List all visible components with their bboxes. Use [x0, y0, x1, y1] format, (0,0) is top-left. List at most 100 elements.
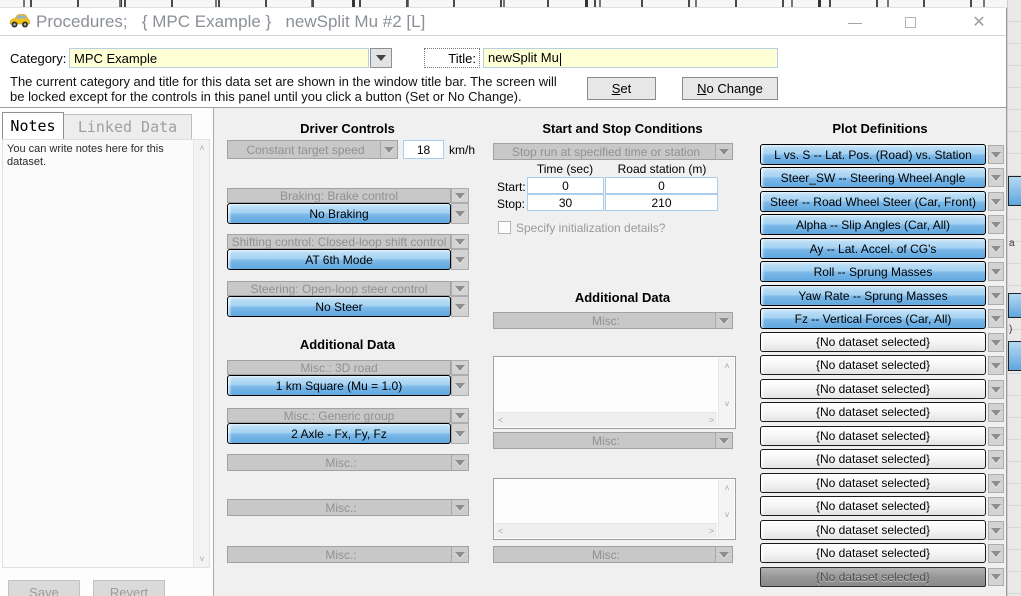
chevron-down-icon[interactable]: [988, 262, 1004, 281]
chevron-down-icon[interactable]: [988, 168, 1004, 187]
middle-misc-combo-3[interactable]: Misc:: [493, 546, 733, 563]
plot-def-button-5[interactable]: Ay -- Lat. Accel. of CG's: [760, 238, 986, 259]
chevron-down-icon[interactable]: [451, 360, 469, 375]
plot-def-button-16[interactable]: {No dataset selected}: [760, 496, 986, 516]
chevron-down-icon[interactable]: [988, 356, 1004, 375]
plot-def-button-18[interactable]: {No dataset selected}: [760, 543, 986, 563]
start-time-input[interactable]: 0: [527, 177, 604, 194]
vertical-scrollbar[interactable]: ˄ ˅: [718, 358, 734, 427]
plot-def-button-9[interactable]: {No dataset selected}: [760, 332, 986, 352]
middle-misc-combo-1[interactable]: Misc:: [493, 312, 733, 329]
title-bar[interactable]: Procedures; { MPC Example } newSplit Mu …: [0, 8, 1007, 36]
chevron-down-icon[interactable]: [451, 234, 469, 249]
chevron-down-icon[interactable]: [451, 281, 469, 296]
plot-def-button-11[interactable]: {No dataset selected}: [760, 379, 986, 399]
plot-def-button-8[interactable]: Fz -- Vertical Forces (Car, All): [760, 308, 986, 329]
shifting-dataset-button[interactable]: AT 6th Mode: [227, 249, 451, 270]
tab-linked-data[interactable]: Linked Data: [64, 114, 192, 139]
steering-category-combo[interactable]: Steering: Open-loop steer control: [227, 281, 451, 296]
chevron-down-icon[interactable]: [988, 497, 1004, 516]
speed-value-input[interactable]: 18: [403, 140, 444, 159]
chevron-down-icon[interactable]: [380, 141, 397, 158]
chevron-down-icon[interactable]: [988, 239, 1004, 258]
scroll-up-icon[interactable]: ˄: [724, 483, 730, 493]
plot-def-button-10[interactable]: {No dataset selected}: [760, 355, 986, 375]
chevron-down-icon[interactable]: [715, 144, 732, 159]
save-button[interactable]: Save: [8, 580, 80, 596]
chevron-down-icon[interactable]: [988, 450, 1004, 469]
stop-mode-combo[interactable]: Stop run at specified time or station: [493, 143, 733, 160]
chevron-down-icon[interactable]: [988, 145, 1004, 164]
close-button[interactable]: ✕: [962, 8, 996, 36]
chevron-down-icon[interactable]: [451, 455, 468, 470]
plot-def-button-3[interactable]: Steer -- Road Wheel Steer (Car, Front): [760, 191, 986, 212]
chevron-down-icon[interactable]: [988, 309, 1004, 328]
plot-def-button-14[interactable]: {No dataset selected}: [760, 449, 986, 469]
chevron-down-icon[interactable]: [988, 215, 1004, 234]
chevron-down-icon[interactable]: [715, 313, 732, 328]
chevron-down-icon[interactable]: [988, 474, 1004, 493]
category-dropdown-button[interactable]: [370, 48, 392, 68]
driver-misc-combo-2[interactable]: Misc.:: [227, 499, 469, 516]
stop-station-input[interactable]: 210: [605, 194, 718, 211]
braking-dataset-button[interactable]: No Braking: [227, 203, 451, 224]
horizontal-scrollbar[interactable]: < >: [495, 523, 717, 538]
plot-def-button-4[interactable]: Alpha -- Slip Angles (Car, All): [760, 214, 986, 235]
set-button[interactable]: Set: [587, 77, 656, 100]
chevron-down-icon[interactable]: [451, 203, 469, 224]
shifting-category-combo[interactable]: Shifting control: Closed-loop shift cont…: [227, 234, 451, 249]
chevron-down-icon[interactable]: [451, 500, 468, 515]
chevron-down-icon[interactable]: [988, 333, 1004, 352]
chevron-down-icon[interactable]: [715, 547, 732, 562]
category-field[interactable]: MPC Example: [69, 48, 369, 68]
plot-def-button-1[interactable]: L vs. S -- Lat. Pos. (Road) vs. Station: [760, 144, 986, 165]
scroll-right-icon[interactable]: >: [708, 526, 714, 536]
road-dataset-button[interactable]: 1 km Square (Mu = 1.0): [227, 375, 451, 396]
chevron-down-icon[interactable]: [451, 408, 469, 423]
chevron-down-icon[interactable]: [715, 433, 732, 448]
chevron-down-icon[interactable]: [451, 296, 469, 317]
stop-time-input[interactable]: 30: [527, 194, 604, 211]
chevron-down-icon[interactable]: [451, 547, 468, 562]
driver-misc-combo-1[interactable]: Misc.:: [227, 454, 469, 471]
chevron-down-icon[interactable]: [988, 380, 1004, 399]
scroll-up-icon[interactable]: ˄: [724, 361, 730, 371]
chevron-down-icon[interactable]: [988, 427, 1004, 446]
title-input[interactable]: newSplit Mu: [483, 48, 778, 68]
scroll-down-icon[interactable]: ˅: [199, 554, 205, 564]
horizontal-scrollbar[interactable]: < >: [495, 412, 717, 427]
middle-misc-combo-2[interactable]: Misc:: [493, 432, 733, 449]
scroll-right-icon[interactable]: >: [708, 415, 714, 425]
plot-def-button-19[interactable]: {No dataset selected}: [760, 567, 986, 587]
chevron-down-icon[interactable]: [988, 286, 1004, 305]
chevron-down-icon[interactable]: [988, 521, 1004, 540]
plot-def-button-12[interactable]: {No dataset selected}: [760, 402, 986, 422]
speed-mode-combo[interactable]: Constant target speed: [227, 140, 398, 159]
scroll-left-icon[interactable]: <: [498, 526, 504, 536]
chevron-down-icon[interactable]: [451, 375, 469, 396]
generic-category-combo[interactable]: Misc.: Generic group: [227, 408, 451, 423]
plot-def-button-6[interactable]: Roll -- Sprung Masses: [760, 261, 986, 282]
notes-editor[interactable]: You can write notes here for this datase…: [2, 139, 210, 568]
no-change-button[interactable]: No Change: [682, 77, 778, 100]
chevron-down-icon[interactable]: [988, 192, 1004, 211]
chevron-down-icon[interactable]: [988, 568, 1004, 586]
scroll-down-icon[interactable]: ˅: [724, 399, 730, 409]
plot-def-button-17[interactable]: {No dataset selected}: [760, 520, 986, 540]
chevron-down-icon[interactable]: [988, 544, 1004, 563]
minimize-button[interactable]: —: [838, 8, 872, 36]
chevron-down-icon[interactable]: [988, 403, 1004, 422]
chevron-down-icon[interactable]: [451, 423, 469, 444]
maximize-button[interactable]: [893, 8, 927, 36]
road-category-combo[interactable]: Misc.: 3D road: [227, 360, 451, 375]
plot-def-button-7[interactable]: Yaw Rate -- Sprung Masses: [760, 285, 986, 306]
scroll-left-icon[interactable]: <: [498, 415, 504, 425]
scroll-up-icon[interactable]: ˄: [199, 143, 205, 153]
scroll-down-icon[interactable]: ˅: [724, 510, 730, 520]
steering-dataset-button[interactable]: No Steer: [227, 296, 451, 317]
chevron-down-icon[interactable]: [451, 249, 469, 270]
tab-notes[interactable]: Notes: [2, 112, 64, 139]
init-details-checkbox[interactable]: [498, 221, 511, 234]
middle-textarea-1[interactable]: ˄ ˅ < >: [493, 356, 736, 429]
middle-textarea-2[interactable]: ˄ ˅ < >: [493, 478, 736, 540]
